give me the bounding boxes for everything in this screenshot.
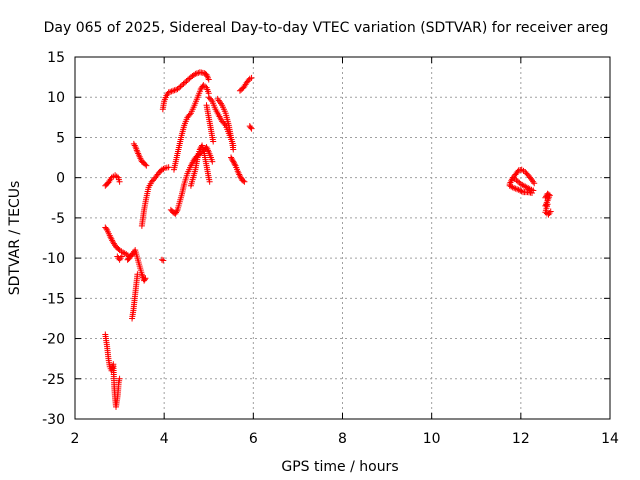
- data-point-marker: [118, 253, 125, 260]
- axis-ticks: [74, 56, 611, 420]
- data-point-marker: [171, 87, 178, 94]
- data-point-marker: [143, 162, 150, 169]
- grid-lines: [75, 57, 610, 419]
- data-point-marker: [165, 89, 172, 96]
- y-tick-label: -25: [42, 372, 65, 388]
- x-tick-labels: 2 4 6 8 10 12 14: [71, 431, 619, 447]
- data-markers: [102, 69, 554, 410]
- data-point-marker: [141, 276, 148, 283]
- data-point-marker: [248, 125, 255, 132]
- y-tick-label: -30: [42, 412, 65, 428]
- data-point-marker: [230, 158, 237, 165]
- data-point-marker: [248, 74, 255, 81]
- data-point-marker: [221, 121, 228, 128]
- x-tick-label: 14: [601, 431, 619, 447]
- data-point-marker: [229, 157, 236, 164]
- data-point-marker: [179, 82, 185, 89]
- data-point-marker: [240, 177, 247, 184]
- data-point-marker: [230, 142, 237, 149]
- data-point-marker: [208, 96, 215, 103]
- x-axis-label: GPS time / hours: [281, 459, 398, 475]
- data-point-marker: [228, 154, 235, 161]
- data-point-marker: [241, 178, 248, 185]
- data-point-marker: [103, 225, 110, 232]
- x-tick-label: 4: [160, 431, 169, 447]
- data-point-marker: [158, 256, 165, 263]
- data-point-marker: [116, 375, 123, 382]
- data-point-marker: [247, 124, 254, 131]
- y-tick-labels: 15 10 5 0 -5 -10 -15 -20 -25 -30: [42, 50, 65, 428]
- data-point-marker: [116, 178, 123, 185]
- data-point-marker: [142, 275, 149, 282]
- y-axis-label: SDTVAR / TECUs: [7, 181, 23, 296]
- y-tick-label: -15: [42, 291, 65, 307]
- data-point-marker: [531, 180, 538, 187]
- data-point-marker: [186, 111, 193, 118]
- data-point-marker: [228, 155, 235, 162]
- y-tick-label: -20: [42, 332, 65, 348]
- data-point-marker: [181, 79, 188, 86]
- data-point-marker: [183, 78, 190, 85]
- data-point-marker: [173, 208, 180, 215]
- data-point-marker: [174, 86, 181, 93]
- y-tick-label: -10: [42, 251, 65, 267]
- chart-title: Day 065 of 2025, Sidereal Day-to-day VTE…: [44, 20, 609, 36]
- data-point-marker: [184, 76, 191, 83]
- data-point-marker: [236, 173, 243, 180]
- y-tick-label: 5: [56, 130, 65, 146]
- y-tick-label: 15: [47, 50, 65, 66]
- data-point-marker: [511, 185, 518, 192]
- data-point-marker: [168, 88, 175, 95]
- x-tick-label: 6: [249, 431, 258, 447]
- y-tick-label: 10: [47, 90, 65, 106]
- data-point-marker: [172, 210, 179, 217]
- data-point-marker: [231, 161, 238, 168]
- data-point-marker: [192, 70, 199, 77]
- x-tick-label: 2: [71, 431, 80, 447]
- data-point-marker: [509, 184, 516, 191]
- x-tick-label: 12: [512, 431, 530, 447]
- data-point-marker: [525, 185, 532, 192]
- data-point-marker: [173, 209, 180, 216]
- data-point-marker: [170, 87, 177, 94]
- data-point-marker: [210, 138, 217, 145]
- data-point-marker: [547, 208, 554, 215]
- data-point-marker: [530, 187, 537, 194]
- x-tick-label: 10: [423, 431, 441, 447]
- data-point-marker: [165, 164, 172, 171]
- data-point-marker: [237, 174, 244, 181]
- data-point-marker: [193, 70, 200, 77]
- data-point-marker: [206, 178, 213, 185]
- data-point-marker: [514, 178, 521, 185]
- data-point-marker: [231, 159, 238, 166]
- data-point-marker: [134, 271, 141, 278]
- data-point-marker: [518, 188, 525, 195]
- data-point-marker: [513, 177, 520, 184]
- data-point-marker: [176, 84, 183, 91]
- data-point-marker: [167, 88, 174, 95]
- data-point-marker: [514, 186, 521, 193]
- y-tick-label: -5: [51, 211, 65, 227]
- data-point-marker: [209, 158, 216, 165]
- y-tick-label: 0: [56, 171, 65, 187]
- x-tick-label: 8: [338, 431, 347, 447]
- data-point-marker: [180, 80, 187, 87]
- data-point-marker: [205, 76, 212, 83]
- data-point-marker: [177, 83, 184, 90]
- data-point-marker: [160, 257, 167, 264]
- data-point-marker: [142, 161, 149, 168]
- data-point-marker: [512, 185, 519, 192]
